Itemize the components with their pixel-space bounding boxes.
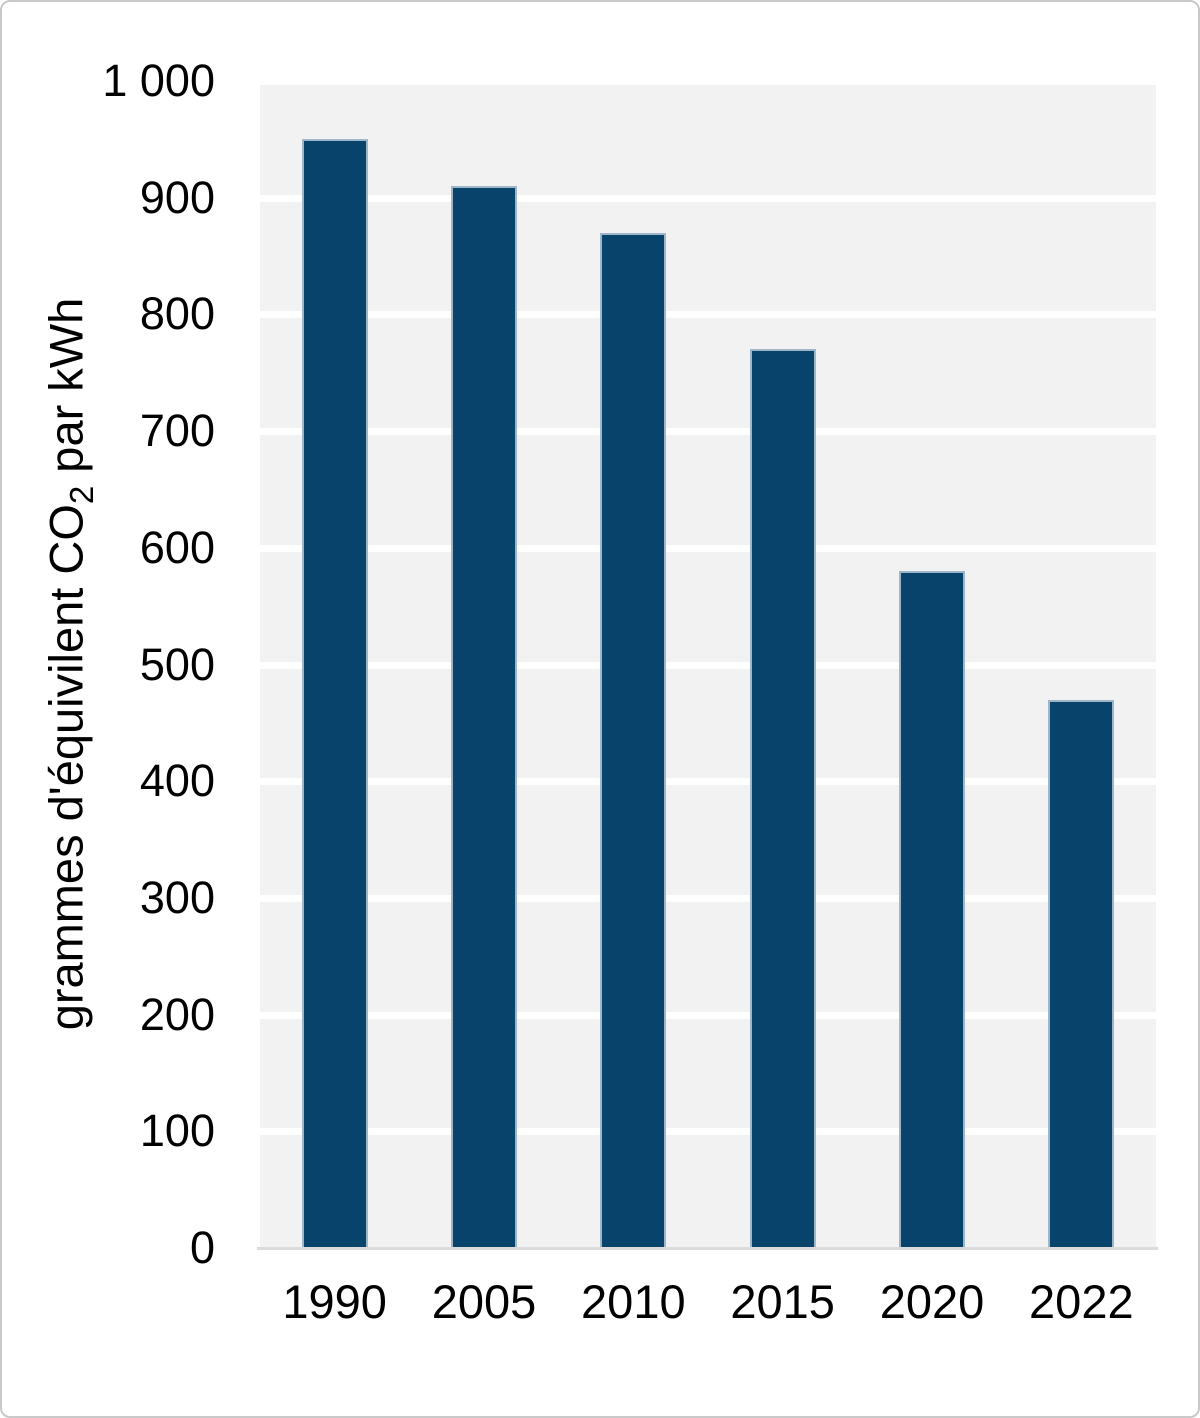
- bar-1990: [301, 139, 368, 1248]
- y-tick-label: 100: [139, 1105, 215, 1157]
- x-tick-label-2010: 2010: [581, 1275, 686, 1328]
- bar-2022: [1048, 699, 1115, 1248]
- y-tick-label: 1 000: [102, 55, 215, 106]
- y-axis-tick-labels: 1 000 900 800 700 600 500 400 300 200 100 0: [2, 2, 215, 1416]
- x-tick-label-2020: 2020: [879, 1275, 985, 1328]
- bar-2010: [600, 232, 667, 1248]
- y-tick-label: 300: [139, 871, 215, 923]
- bar-2015: [749, 349, 816, 1248]
- y-tick-label: 800: [139, 288, 215, 340]
- y-tick-label: 500: [139, 638, 215, 690]
- x-tick-label-1990: 1990: [282, 1275, 387, 1328]
- gridline: [260, 428, 1156, 436]
- x-axis-line: [257, 1247, 1158, 1250]
- gridline: [260, 78, 1156, 85]
- plot-area: [260, 78, 1156, 1248]
- y-tick-label: 600: [139, 521, 215, 573]
- gridline: [260, 544, 1156, 552]
- gridline: [260, 311, 1156, 319]
- y-tick-label: 700: [139, 405, 215, 457]
- bar-2020: [899, 571, 965, 1248]
- y-tick-label: 0: [189, 1222, 215, 1273]
- gridline: [260, 194, 1156, 202]
- y-tick-label: 200: [139, 988, 215, 1040]
- x-tick-label-2015: 2015: [730, 1275, 835, 1328]
- y-tick-label: 400: [139, 755, 215, 807]
- gridline: [260, 1011, 1156, 1019]
- x-tick-label-2022: 2022: [1029, 1275, 1134, 1328]
- gridline: [260, 778, 1156, 786]
- gridline: [260, 1128, 1156, 1136]
- gridline: [260, 661, 1156, 669]
- bar-2005: [451, 186, 517, 1248]
- x-tick-label-2005: 2005: [431, 1275, 537, 1328]
- y-tick-label: 900: [139, 171, 215, 223]
- gridline: [260, 894, 1156, 902]
